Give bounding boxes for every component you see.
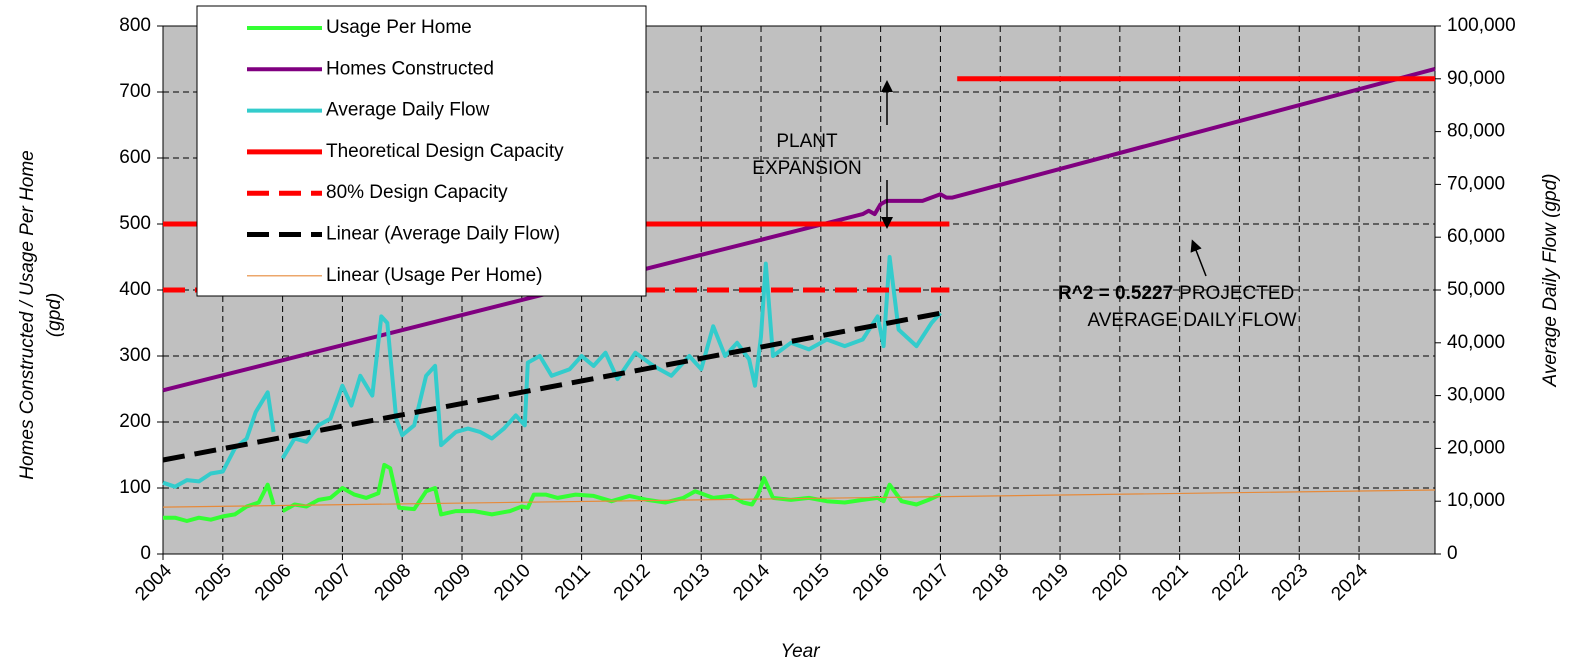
x-tick-label: 2013	[670, 560, 715, 605]
y-tick-label: 700	[119, 81, 151, 102]
y-tick-label: 800	[119, 15, 151, 36]
x-tick-label: 2010	[490, 560, 535, 605]
x-tick-label: 2018	[969, 560, 1014, 605]
y2-tick-label: 20,000	[1447, 437, 1505, 458]
y2-tick-label: 60,000	[1447, 226, 1505, 247]
x-tick-label: 2019	[1028, 560, 1073, 605]
x-tick-label: 2005	[191, 560, 236, 605]
y-tick-label: 300	[119, 345, 151, 366]
x-tick-label: 2015	[789, 560, 834, 605]
y2-tick-label: 90,000	[1447, 68, 1505, 89]
x-tick-label: 2014	[729, 560, 774, 605]
y2-tick-label: 40,000	[1447, 332, 1505, 353]
legend-label: Average Daily Flow	[326, 100, 490, 121]
y-tick-label: 200	[119, 411, 151, 432]
x-tick-label: 2006	[251, 560, 296, 605]
y2-tick-label: 0	[1447, 543, 1458, 564]
x-tick-label: 2021	[1148, 560, 1193, 605]
x-tick-label: 2011	[551, 560, 595, 604]
arrow	[1190, 239, 1207, 277]
annotation: PROJECTED	[1179, 283, 1294, 304]
legend-label: Linear (Usage Per Home)	[326, 265, 542, 286]
annotation: EXPANSION	[752, 158, 861, 179]
y-axis-title: Homes Constructed / Usage Per Home	[17, 150, 38, 479]
y-tick-label: 0	[140, 543, 151, 564]
x-tick-label: 2012	[610, 560, 655, 605]
x-tick-label: 2020	[1088, 560, 1133, 605]
x-tick-label: 2022	[1208, 560, 1253, 605]
y-axis-title: (gpd)	[44, 293, 65, 337]
y-tick-label: 500	[119, 213, 151, 234]
x-tick-label: 2007	[311, 560, 356, 605]
y2-tick-label: 100,000	[1447, 15, 1516, 36]
legend-label: Theoretical Design Capacity	[326, 141, 564, 162]
y2-tick-label: 30,000	[1447, 385, 1505, 406]
legend-label: 80% Design Capacity	[326, 182, 508, 203]
annotation: PLANT	[776, 131, 838, 152]
series-line	[162, 489, 1436, 508]
x-axis-title: Year	[780, 641, 820, 662]
annotation: R^2 = 0.5227 PROJECTED	[1058, 283, 1294, 304]
r2-label: R^2 = 0.5227	[1058, 283, 1173, 304]
x-tick-label: 2017	[909, 560, 954, 605]
series-line	[162, 310, 941, 463]
y2-tick-label: 70,000	[1447, 173, 1505, 194]
y2-tick-label: 80,000	[1447, 121, 1505, 142]
y2-axis-title: Average Daily Flow (gpd)	[1540, 174, 1561, 388]
series-line	[162, 255, 942, 489]
x-tick-label: 2004	[131, 560, 176, 605]
y-tick-label: 400	[119, 279, 151, 300]
legend-label: Usage Per Home	[326, 17, 472, 38]
y2-tick-label: 10,000	[1447, 490, 1505, 511]
series-line	[163, 462, 942, 523]
annotation: AVERAGE DAILY FLOW	[1087, 310, 1296, 331]
x-tick-label: 2023	[1268, 560, 1313, 605]
y-tick-label: 600	[119, 147, 151, 168]
legend-label: Linear (Average Daily Flow)	[326, 224, 560, 245]
y-tick-label: 100	[119, 477, 151, 498]
x-tick-label: 2016	[849, 560, 894, 605]
x-tick-label: 2009	[430, 560, 475, 605]
x-tick-label: 2024	[1327, 560, 1372, 605]
legend-label: Homes Constructed	[326, 58, 494, 79]
y2-tick-label: 50,000	[1447, 279, 1505, 300]
x-tick-label: 2008	[371, 560, 416, 605]
